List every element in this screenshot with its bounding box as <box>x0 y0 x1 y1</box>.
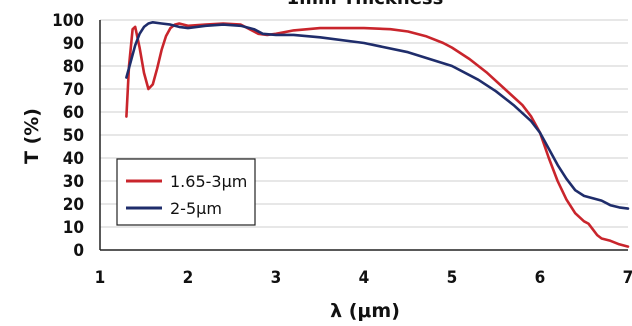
y-tick-label: 20 <box>63 195 84 215</box>
x-tick-label: 1 <box>95 268 106 288</box>
series-line-1 <box>125 22 630 248</box>
legend: 1.65-3μm 2-5μm <box>116 158 256 226</box>
y-tick-label: 90 <box>63 34 84 54</box>
legend-label-2: 2-5μm <box>170 199 222 218</box>
x-axis-title: λ (μm) <box>330 300 400 322</box>
series-lines <box>125 21 630 248</box>
y-axis-title: T (%) <box>21 108 43 164</box>
y-tick-label: 40 <box>63 149 84 169</box>
chart-title: 1mm Thickness <box>287 0 444 9</box>
x-tick-label: 4 <box>359 268 370 288</box>
legend-box <box>116 158 256 226</box>
legend-label-1: 1.65-3μm <box>170 172 247 191</box>
x-tick-label: 7 <box>623 268 632 288</box>
y-tick-label: 10 <box>63 218 84 238</box>
x-tick-label: 2 <box>183 268 194 288</box>
x-tick-labels: 1 2 3 4 5 6 7 <box>95 268 632 288</box>
x-tick-label: 6 <box>535 268 546 288</box>
y-tick-label: 0 <box>73 241 84 261</box>
y-tick-label: 50 <box>63 126 84 146</box>
y-tick-label: 100 <box>52 11 84 31</box>
y-tick-label: 80 <box>63 57 84 77</box>
series-line-2 <box>125 21 630 210</box>
y-tick-label: 60 <box>63 103 84 123</box>
y-tick-labels: 0 10 20 30 40 50 60 70 80 90 100 <box>52 11 84 261</box>
y-tick-label: 30 <box>63 172 84 192</box>
x-tick-label: 3 <box>271 268 282 288</box>
x-tick-label: 5 <box>447 268 458 288</box>
y-tick-label: 70 <box>63 80 84 100</box>
